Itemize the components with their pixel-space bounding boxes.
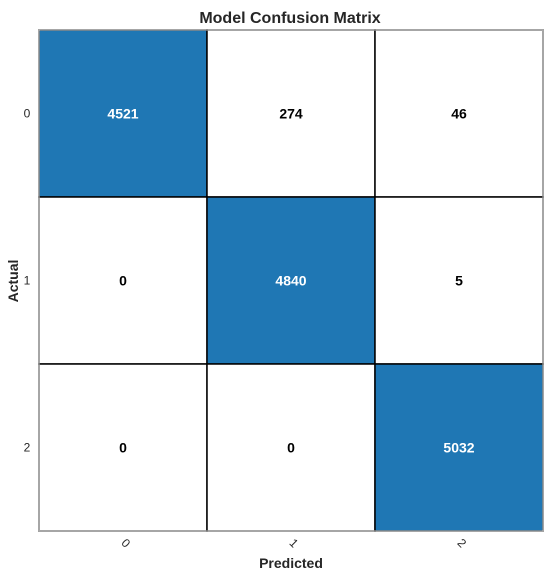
x-tick-label: 0 [119,536,134,551]
x-axis-label: Predicted [259,555,323,571]
cell-value-r1-c1: 4840 [275,273,306,289]
cell-value-r0-c0: 4521 [107,106,138,122]
y-tick-labels: 0 1 2 [24,107,31,455]
y-tick-label: 2 [24,441,31,455]
chart-title: Model Confusion Matrix [199,10,380,27]
matrix-cell-labels: 4521 274 46 0 4840 5 0 0 5032 [107,106,474,456]
cell-value-r2-c1: 0 [287,440,295,456]
matrix-cell-r0-c1 [206,29,376,198]
matrix-cells [38,29,544,532]
y-tick-label: 0 [24,107,31,121]
matrix-cell-r0-c0 [38,29,208,198]
cell-value-r0-c1: 274 [279,106,303,122]
matrix-cell-r1-c0 [38,196,208,365]
plot-frame [38,29,544,532]
cell-value-r1-c2: 5 [455,273,463,289]
x-tick-label: 1 [287,536,302,551]
x-tick-label: 2 [455,536,470,551]
x-tick-labels: 0 1 2 [119,536,470,551]
cell-value-r0-c2: 46 [451,106,467,122]
y-axis-label: Actual [5,260,21,303]
cell-value-r2-c2: 5032 [443,440,474,456]
matrix-cell-r1-c2 [374,196,544,365]
y-tick-label: 1 [24,274,31,288]
matrix-cell-r1-c1 [206,196,376,365]
cell-value-r1-c0: 0 [119,273,127,289]
matrix-cell-r2-c1 [206,363,376,532]
cell-value-r2-c0: 0 [119,440,127,456]
